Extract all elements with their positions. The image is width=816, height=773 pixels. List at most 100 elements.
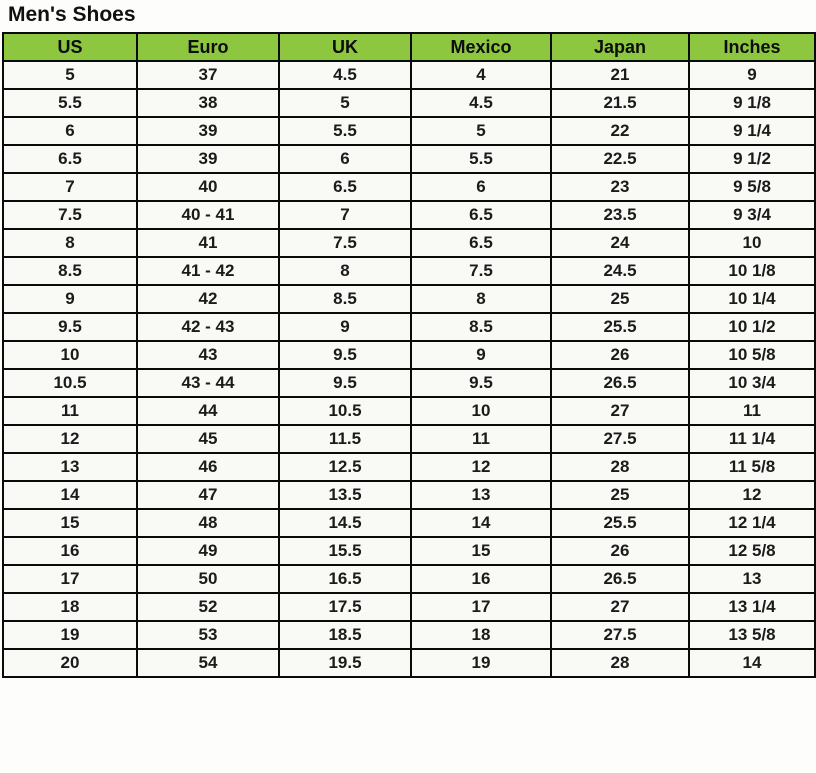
table-row: 8.5 41 - 42 8 7.5 24.5 10 1/8 [2,256,816,286]
table-cell-inches: 11 5/8 [688,452,816,482]
table-cell-uk: 19.5 [278,648,412,678]
table-cell-mexico: 4.5 [410,88,552,118]
table-cell-uk: 10.5 [278,396,412,426]
table-cell-uk: 5 [278,88,412,118]
table-row: 15 48 14.5 14 25.5 12 1/4 [2,508,816,538]
table-cell-inches: 11 1/4 [688,424,816,454]
table-cell-us: 8 [2,228,138,258]
table-cell-uk: 6.5 [278,172,412,202]
table-cell-euro: 39 [136,144,280,174]
table-cell-us: 20 [2,648,138,678]
table-cell-mexico: 9.5 [410,368,552,398]
table-cell-uk: 9.5 [278,340,412,370]
table-cell-japan: 26 [550,340,690,370]
table-cell-japan: 26 [550,536,690,566]
table-cell-uk: 13.5 [278,480,412,510]
table-cell-euro: 42 - 43 [136,312,280,342]
table-cell-japan: 27.5 [550,620,690,650]
table-cell-japan: 27 [550,396,690,426]
page-title: Men's Shoes [8,3,136,26]
table-cell-euro: 41 [136,228,280,258]
column-header-japan: Japan [550,32,690,62]
table-cell-inches: 11 [688,396,816,426]
table-cell-euro: 53 [136,620,280,650]
table-cell-uk: 8.5 [278,284,412,314]
table-cell-inches: 12 5/8 [688,536,816,566]
table-row: 16 49 15.5 15 26 12 5/8 [2,536,816,566]
table-cell-us: 6.5 [2,144,138,174]
table-cell-japan: 24.5 [550,256,690,286]
table-cell-euro: 47 [136,480,280,510]
table-cell-inches: 9 1/2 [688,144,816,174]
table-header: US Euro UK Mexico Japan Inches [2,32,816,62]
table-cell-us: 6 [2,116,138,146]
table-cell-inches: 9 3/4 [688,200,816,230]
table-cell-euro: 43 [136,340,280,370]
table-cell-japan: 28 [550,648,690,678]
table-cell-uk: 5.5 [278,116,412,146]
table-cell-japan: 28 [550,452,690,482]
table-cell-japan: 26.5 [550,368,690,398]
table-cell-euro: 39 [136,116,280,146]
table-cell-uk: 16.5 [278,564,412,594]
table-cell-mexico: 12 [410,452,552,482]
column-header-us: US [2,32,138,62]
table-cell-us: 10.5 [2,368,138,398]
table-cell-japan: 24 [550,228,690,258]
table-cell-inches: 9 5/8 [688,172,816,202]
table-cell-us: 7 [2,172,138,202]
table-row: 7 40 6.5 6 23 9 5/8 [2,172,816,202]
table-row: 20 54 19.5 19 28 14 [2,648,816,678]
table-row: 9.5 42 - 43 9 8.5 25.5 10 1/2 [2,312,816,342]
table-cell-japan: 25.5 [550,508,690,538]
column-header-euro: Euro [136,32,280,62]
table-cell-japan: 25.5 [550,312,690,342]
table-cell-euro: 37 [136,60,280,90]
table-cell-japan: 21 [550,60,690,90]
table-cell-us: 15 [2,508,138,538]
table-cell-euro: 49 [136,536,280,566]
table-cell-japan: 27.5 [550,424,690,454]
table-cell-japan: 21.5 [550,88,690,118]
table-cell-japan: 27 [550,592,690,622]
table-cell-uk: 6 [278,144,412,174]
table-cell-us: 17 [2,564,138,594]
column-header-inches: Inches [688,32,816,62]
table-row: 9 42 8.5 8 25 10 1/4 [2,284,816,314]
table-cell-uk: 12.5 [278,452,412,482]
table-cell-mexico: 14 [410,508,552,538]
table-cell-uk: 9.5 [278,368,412,398]
table-cell-us: 9.5 [2,312,138,342]
table-cell-us: 8.5 [2,256,138,286]
table-cell-mexico: 6.5 [410,228,552,258]
table-cell-mexico: 17 [410,592,552,622]
table-cell-mexico: 7.5 [410,256,552,286]
table-cell-mexico: 5 [410,116,552,146]
table-cell-uk: 7 [278,200,412,230]
table-row: 8 41 7.5 6.5 24 10 [2,228,816,258]
table-row: 5.5 38 5 4.5 21.5 9 1/8 [2,88,816,118]
table-cell-inches: 10 1/8 [688,256,816,286]
table-cell-inches: 10 1/4 [688,284,816,314]
table-cell-us: 16 [2,536,138,566]
table-cell-uk: 7.5 [278,228,412,258]
table-cell-mexico: 9 [410,340,552,370]
table-cell-euro: 50 [136,564,280,594]
table-cell-mexico: 15 [410,536,552,566]
table-cell-us: 19 [2,620,138,650]
shoe-size-conversion-table: US Euro UK Mexico Japan Inches 5 37 4.5 4 21 9 5.5 3… [2,32,816,678]
table-cell-inches: 14 [688,648,816,678]
table-row: 18 52 17.5 17 27 13 1/4 [2,592,816,622]
table-cell-us: 5 [2,60,138,90]
table-cell-inches: 13 5/8 [688,620,816,650]
table-cell-inches: 13 [688,564,816,594]
table-cell-mexico: 4 [410,60,552,90]
table-cell-inches: 10 5/8 [688,340,816,370]
table-cell-euro: 38 [136,88,280,118]
table-cell-euro: 40 - 41 [136,200,280,230]
table-row: 7.5 40 - 41 7 6.5 23.5 9 3/4 [2,200,816,230]
table-cell-us: 10 [2,340,138,370]
table-cell-uk: 8 [278,256,412,286]
table-row: 10.5 43 - 44 9.5 9.5 26.5 10 3/4 [2,368,816,398]
table-cell-japan: 26.5 [550,564,690,594]
